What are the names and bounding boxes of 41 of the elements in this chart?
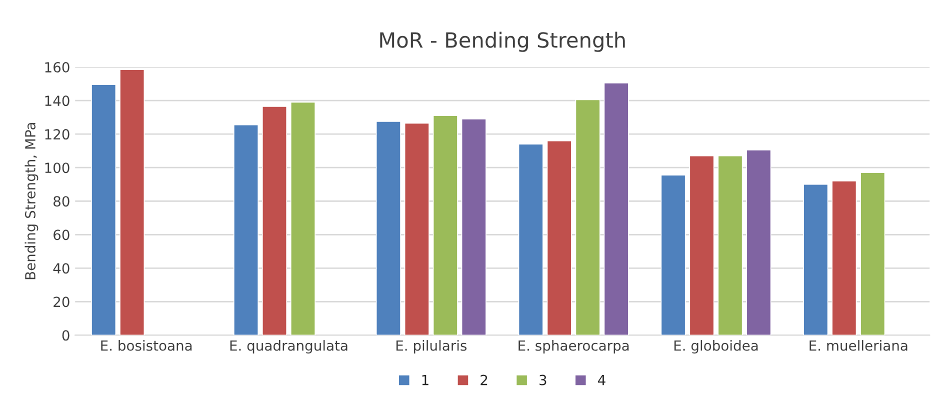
bar [689, 155, 714, 336]
bar [262, 106, 288, 336]
bar [432, 115, 458, 336]
bar [860, 172, 886, 336]
chart-title: MoR - Bending Strength [380, 32, 625, 52]
bar [546, 140, 572, 336]
bar [575, 99, 600, 336]
legend-label: 1 [422, 374, 428, 386]
bar [832, 180, 857, 336]
y-tick-label: 80 [54, 196, 70, 207]
x-tick-label: E. pilularis [396, 340, 467, 354]
y-tick-label: 100 [45, 162, 70, 174]
legend-label: 4 [598, 374, 606, 386]
x-tick-label: E. bosistoana [101, 340, 192, 351]
y-tick-label: 140 [45, 96, 70, 106]
bar [233, 124, 259, 336]
y-tick-label: 160 [45, 62, 70, 73]
bar [803, 184, 828, 336]
bar [718, 155, 743, 336]
bar [404, 122, 430, 336]
x-tick-label: E. globoidea [674, 340, 758, 354]
bar [91, 84, 116, 336]
y-tick-label: 120 [45, 129, 70, 140]
bar [461, 118, 486, 336]
bar [518, 144, 544, 336]
legend-label: 2 [480, 374, 488, 386]
y-axis-title: Bending Strength, MPa [24, 123, 38, 280]
y-tick-label: 40 [53, 263, 70, 274]
y-tick-label: 60 [54, 230, 70, 240]
x-tick-label: E. quadrangulata [230, 340, 348, 354]
bar [660, 174, 686, 336]
legend-label: 3 [540, 374, 546, 386]
bar [746, 150, 772, 336]
x-tick-label: E. muelleriana [810, 340, 908, 351]
y-tick-label: 0 [62, 330, 70, 341]
bar [604, 82, 629, 336]
x-tick-label: E. sphaerocarpa [518, 340, 629, 354]
y-tick-label: 20 [54, 296, 70, 308]
bar [376, 121, 401, 336]
bar [290, 102, 316, 336]
bar [120, 69, 145, 336]
